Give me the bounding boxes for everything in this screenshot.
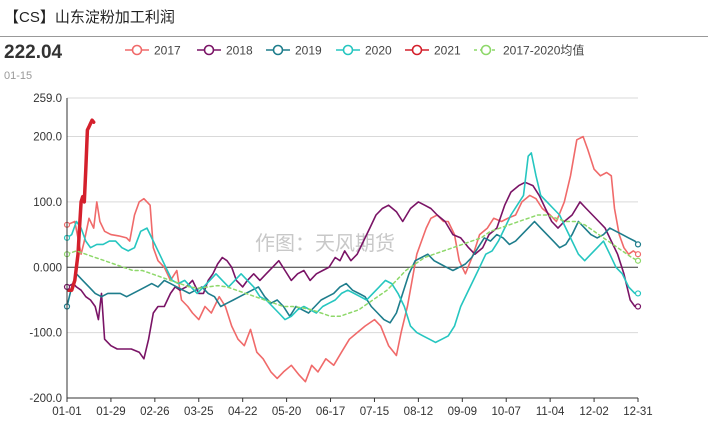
x-tick-label-2: 02-26 xyxy=(140,406,169,418)
series-line-3 xyxy=(66,152,639,344)
legend-label-4[interactable]: 2021 xyxy=(434,44,461,58)
legend-marker-1[interactable] xyxy=(203,44,215,56)
x-tick-label-11: 11-04 xyxy=(536,406,565,418)
series-2-endpoint-1 xyxy=(634,241,642,248)
chart-title: 【CS】山东淀粉加工利润 xyxy=(4,9,175,26)
y-tick-label-5: -200.0 xyxy=(29,393,62,405)
x-tick-label-4: 04-22 xyxy=(228,406,257,418)
x-tick-label-13: 12-31 xyxy=(623,406,652,418)
series-5-endpoint-1 xyxy=(634,257,642,264)
y-tick-label-4: -100.0 xyxy=(29,328,62,340)
series-0-endpoint-1 xyxy=(634,251,642,258)
legend-marker-5[interactable] xyxy=(480,44,492,56)
x-tick-label-9: 09-09 xyxy=(448,406,477,418)
legend-marker-4[interactable] xyxy=(411,44,423,56)
legend: 2017 2018 2019 2020 2021 2017-2020均值 xyxy=(125,43,584,58)
series-line-4 xyxy=(65,118,96,292)
series-line-5 xyxy=(66,214,639,318)
x-tick-label-12: 12-02 xyxy=(579,406,608,418)
title-divider xyxy=(0,36,708,37)
series-layer xyxy=(63,118,642,383)
y-tick-label-1: 200.0 xyxy=(33,132,62,144)
legend-label-3[interactable]: 2020 xyxy=(365,44,392,58)
series-line-1 xyxy=(66,181,639,360)
x-tick-label-6: 06-17 xyxy=(316,406,345,418)
watermark: 作图：天风期货 xyxy=(255,232,395,255)
y-tick-label-0: 259.0 xyxy=(33,93,62,105)
latest-value: 222.04 xyxy=(4,42,63,63)
series-1-endpoint-1 xyxy=(634,303,642,310)
series-line-2 xyxy=(66,220,639,324)
x-tick-label-5: 05-20 xyxy=(272,406,301,418)
legend-marker-2[interactable] xyxy=(272,44,284,56)
x-tick-label-7: 07-15 xyxy=(360,406,389,418)
legend-label-2[interactable]: 2019 xyxy=(295,44,322,58)
axes: 259.0 200.0 100.0 0.000 -100.0 -200.001-01 01-… xyxy=(29,93,652,418)
latest-date: 01-15 xyxy=(4,70,33,82)
legend-label-0[interactable]: 2017 xyxy=(154,44,181,58)
x-tick-label-8: 08-12 xyxy=(404,406,433,418)
y-tick-label-2: 100.0 xyxy=(33,197,62,209)
x-tick-label-0: 01-01 xyxy=(52,406,81,418)
y-tick-label-3: 0.000 xyxy=(33,262,62,274)
x-tick-label-3: 03-25 xyxy=(184,406,213,418)
series-3-endpoint-1 xyxy=(634,290,642,297)
legend-label-1[interactable]: 2018 xyxy=(226,44,253,58)
legend-marker-3[interactable] xyxy=(342,44,354,56)
legend-label-5[interactable]: 2017-2020均值 xyxy=(503,43,584,58)
legend-marker-0[interactable] xyxy=(131,44,143,56)
x-tick-label-10: 10-07 xyxy=(492,406,521,418)
x-tick-label-1: 01-29 xyxy=(96,406,125,418)
